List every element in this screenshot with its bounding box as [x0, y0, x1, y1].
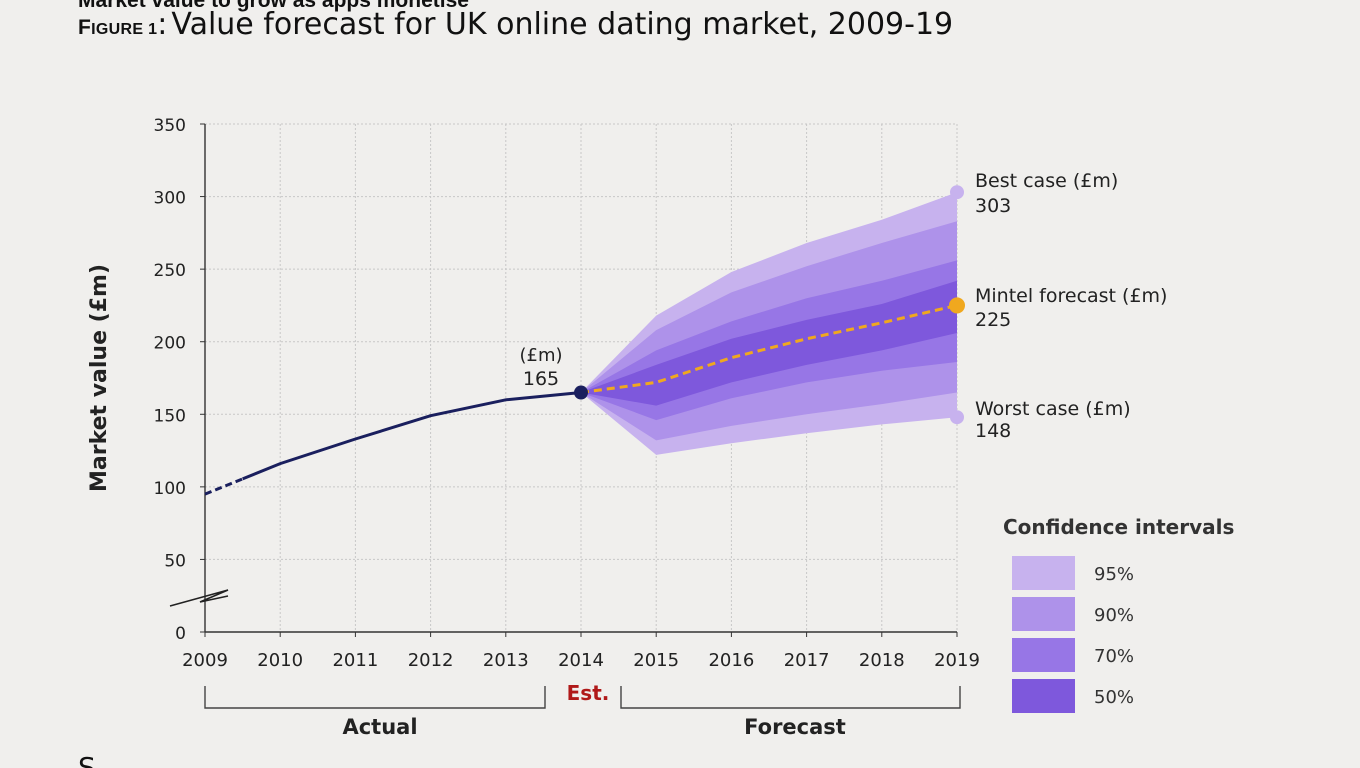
x-tick-label: 2019: [934, 650, 980, 671]
legend-title: Confidence intervals: [1003, 515, 1234, 539]
period-brackets: Actual Est. Forecast: [204, 681, 961, 739]
y-tick-label: 0: [175, 624, 186, 644]
x-tick-label: 2015: [633, 650, 679, 671]
figure-title: Value forecast for UK online dating mark…: [171, 7, 954, 42]
x-tick-label: 2009: [182, 650, 228, 671]
section-heading: Market value to grow as apps monetise: [78, 0, 469, 12]
confidence-bands: [581, 192, 957, 455]
figure-separator: :: [157, 7, 168, 42]
x-tick-label: 2011: [332, 650, 378, 671]
y-tick-label: 150: [154, 406, 186, 426]
best-case-label: Best case (£m): [975, 170, 1118, 192]
estimate-period-label: Est.: [567, 681, 610, 705]
chart-axes: 0 50 100 150 200 250 300 350 2009 2010 2011 2012 201…: [154, 116, 980, 671]
y-tick-label: 50: [164, 551, 186, 571]
current-value-marker: [574, 385, 588, 400]
actual-line: [242, 391, 582, 481]
confidence-band-50: [581, 280, 957, 406]
legend-label: 50%: [1094, 687, 1134, 708]
actual-period-label: Actual: [342, 715, 417, 739]
x-tick-label: 2017: [784, 650, 830, 671]
y-tick-label: 250: [154, 261, 186, 281]
best-case-marker: [950, 185, 964, 200]
y-tick-label: 300: [154, 189, 186, 209]
source-text: S: [78, 751, 96, 768]
figure-label-rest: IGURE: [91, 21, 144, 38]
forecast-label: Mintel forecast (£m): [975, 285, 1167, 307]
x-tick-label: 2018: [859, 650, 905, 671]
y-axis-label: Market value (£m): [87, 264, 112, 492]
forecast-period-label: Forecast: [744, 715, 846, 739]
x-tick-label: 2016: [708, 650, 754, 671]
current-unit-label: (£m): [519, 345, 562, 366]
worst-case-label: Worst case (£m): [975, 398, 1131, 420]
x-tick-label: 2012: [408, 650, 454, 671]
y-tick-label: 200: [154, 334, 186, 354]
forecast-bracket: [620, 686, 961, 709]
current-value-label: 165: [523, 368, 559, 390]
legend-label: 70%: [1094, 646, 1134, 667]
actual-line-dashed: [204, 477, 244, 496]
legend-swatch-70: [1012, 638, 1075, 672]
x-tick-label: 2013: [483, 650, 529, 671]
forecast-value: 225: [975, 309, 1011, 331]
legend-label: 95%: [1094, 564, 1134, 585]
axis-break-mark: [169, 589, 229, 607]
legend-swatch-95: [1012, 556, 1075, 590]
legend-swatch-90: [1012, 597, 1075, 631]
legend-swatch-50: [1012, 679, 1075, 713]
x-tick-label: 2014: [558, 650, 604, 671]
figure-number: 1: [148, 21, 158, 38]
worst-case-value: 148: [975, 420, 1011, 442]
forecast-marker: [949, 297, 965, 314]
y-tick-label: 350: [154, 116, 186, 136]
best-case-value: 303: [975, 195, 1011, 217]
worst-case-marker: [950, 410, 964, 425]
legend-label: 90%: [1094, 605, 1134, 626]
y-tick-label: 100: [154, 479, 186, 499]
actual-bracket: [204, 686, 546, 709]
figure-label-initial: F: [78, 16, 92, 39]
legend: Confidence intervals 95% 90% 70% 50%: [1003, 515, 1234, 713]
figure-heading: FIGURE 1: Value forecast for UK online d…: [78, 8, 953, 41]
figure-label: FIGURE 1: [78, 16, 158, 39]
x-tick-label: 2010: [257, 650, 303, 671]
